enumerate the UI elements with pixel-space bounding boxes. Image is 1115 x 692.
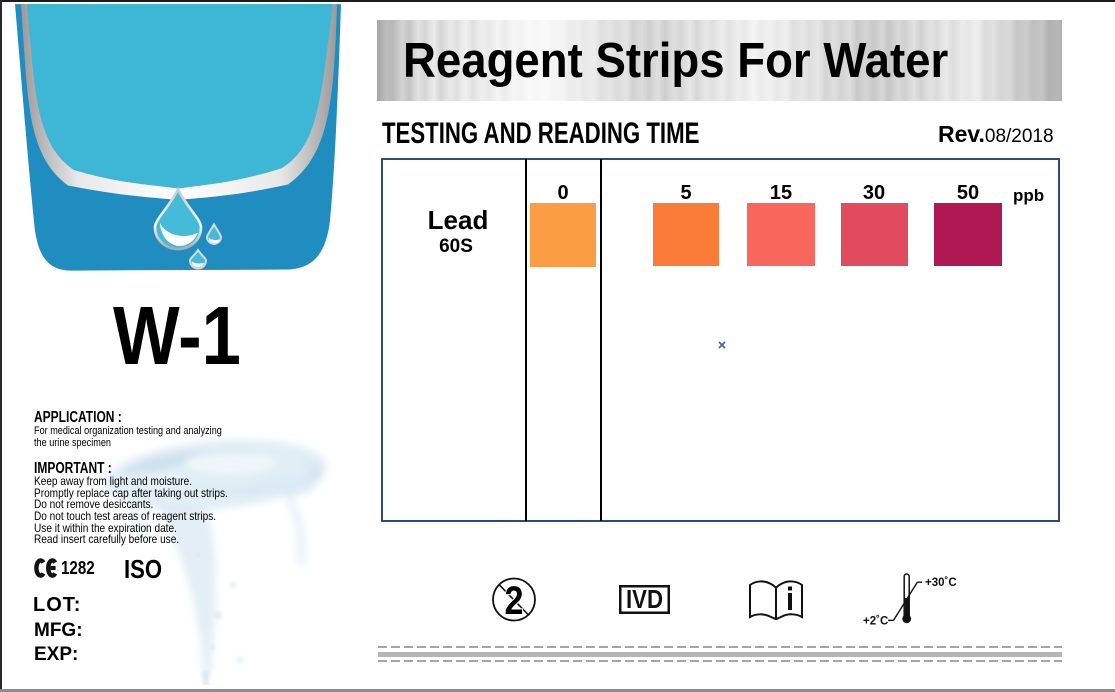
- svg-text:+30˚C: +30˚C: [925, 577, 957, 589]
- svg-text:+2˚C: +2˚C: [863, 616, 888, 628]
- svg-text:2: 2: [505, 579, 524, 623]
- svg-text:IVD: IVD: [626, 585, 663, 614]
